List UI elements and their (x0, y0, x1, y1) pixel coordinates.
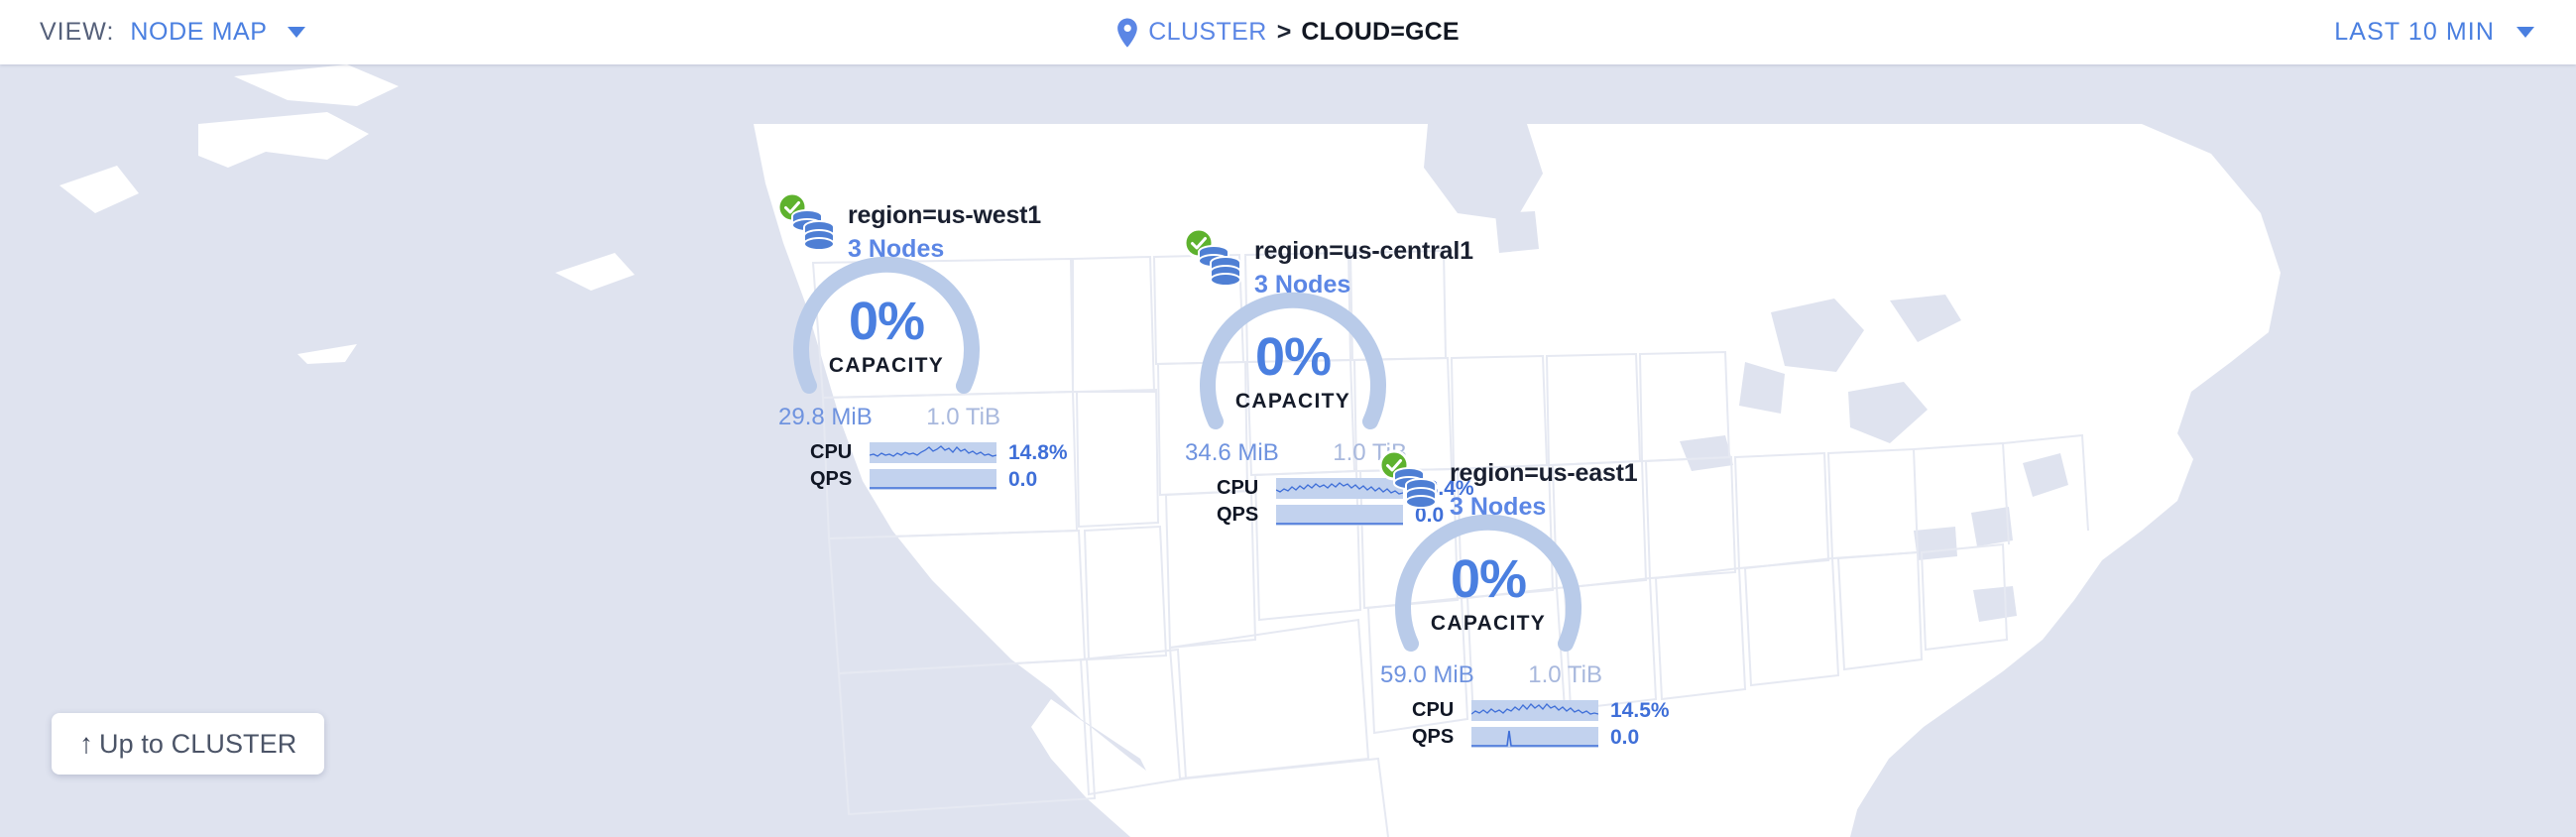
capacity-used: 29.8 MiB (778, 404, 873, 430)
capacity-caption: CAPACITY (1234, 390, 1351, 413)
metric-value: 0.0 (1008, 467, 1038, 491)
chevron-down-icon[interactable] (287, 27, 305, 38)
location-pin-icon (1116, 18, 1138, 48)
metric-row-qps: QPS 0.0 (1217, 502, 1474, 529)
landmass-shapes (59, 64, 2281, 837)
metrics-list: CPU 14.8% QPS 0.0 (810, 439, 1068, 493)
database-stack-icon (788, 207, 838, 260)
capacity-total: 1.0 TiB (1528, 661, 1602, 688)
capacity-range: 59.0 MiB 1.0 TiB (1380, 661, 1602, 689)
capacity-total: 1.0 TiB (926, 404, 1000, 430)
up-to-cluster-button[interactable]: ↑ Up to CLUSTER (52, 713, 325, 775)
breadcrumb-separator: > (1276, 18, 1292, 46)
metric-value: 0.0 (1610, 725, 1640, 749)
database-stack-icon (1390, 465, 1440, 518)
region-header: region=us-central1 3 Nodes (1183, 227, 1522, 304)
metric-label: QPS (1217, 504, 1259, 526)
qps-sparkline (1471, 727, 1598, 748)
region-node-us-east1[interactable]: region=us-east1 3 Nodes 0% CAPACITY 59.0… (1378, 449, 1717, 749)
capacity-gauge: 0% CAPACITY (783, 249, 990, 398)
gauge-arc (1395, 514, 1581, 652)
breadcrumb: CLUSTER > CLOUD=GCE (1116, 0, 1460, 64)
time-range-value[interactable]: LAST 10 MIN (2334, 18, 2495, 46)
metric-label: CPU (1412, 699, 1455, 721)
map-canvas[interactable]: region=us-west1 3 Nodes 0% CAPACITY 29.8… (0, 64, 2576, 837)
time-range-selector[interactable]: LAST 10 MIN (2334, 0, 2534, 64)
metric-label: CPU (810, 441, 853, 463)
qps-sparkline (1276, 505, 1403, 526)
view-value[interactable]: NODE MAP (130, 18, 268, 46)
view-label: VIEW: (40, 18, 115, 46)
capacity-used: 34.6 MiB (1185, 439, 1279, 466)
region-name-label: region=us-central1 (1254, 237, 1473, 265)
view-selector[interactable]: VIEW: NODE MAP (40, 0, 305, 64)
north-america-map (59, 64, 2281, 837)
cpu-sparkline (870, 442, 996, 463)
capacity-used: 59.0 MiB (1380, 661, 1474, 688)
qps-sparkline (870, 469, 996, 490)
breadcrumb-current: CLOUD=GCE (1301, 18, 1460, 46)
capacity-caption: CAPACITY (1430, 612, 1547, 635)
database-stack-icon (1195, 243, 1244, 296)
cpu-sparkline (1471, 700, 1598, 721)
arrow-up-icon: ↑ (79, 728, 93, 759)
gauge-arc (1200, 292, 1386, 429)
capacity-range: 34.6 MiB 1.0 TiB (1185, 439, 1407, 467)
capacity-percent: 0% (1450, 549, 1527, 609)
capacity-gauge: 0% CAPACITY (1385, 507, 1591, 656)
region-name-label: region=us-east1 (1450, 459, 1638, 487)
metric-row-qps: QPS 0.0 (1412, 724, 1670, 751)
up-to-cluster-label: Up to CLUSTER (99, 728, 297, 759)
capacity-gauge: 0% CAPACITY (1190, 285, 1396, 433)
metric-label: CPU (1217, 477, 1259, 499)
metric-label: QPS (810, 468, 853, 490)
capacity-percent: 0% (1254, 327, 1332, 387)
region-node-us-central1[interactable]: region=us-central1 3 Nodes 0% CAPACITY 3… (1183, 227, 1522, 527)
capacity-caption: CAPACITY (828, 354, 945, 377)
breadcrumb-root-link[interactable]: CLUSTER (1148, 18, 1267, 46)
region-node-us-west1[interactable]: region=us-west1 3 Nodes 0% CAPACITY 29.8… (776, 191, 1106, 491)
capacity-percent: 0% (848, 292, 925, 351)
metric-value: 14.5% (1610, 698, 1670, 722)
chevron-down-icon[interactable] (2517, 27, 2534, 38)
metric-value: 0.0 (1415, 503, 1445, 527)
gauge-arc (793, 256, 980, 394)
metric-value: 14.8% (1008, 440, 1068, 464)
metrics-list: CPU 14.5% QPS 0.0 (1412, 697, 1670, 751)
metric-row-cpu: CPU 14.8% (810, 439, 1068, 466)
region-header: region=us-east1 3 Nodes (1378, 449, 1717, 527)
capacity-range: 29.8 MiB 1.0 TiB (778, 404, 1000, 431)
metric-row-cpu: CPU 14.5% (1412, 697, 1670, 724)
metric-label: QPS (1412, 726, 1455, 748)
top-header-bar: VIEW: NODE MAP CLUSTER > CLOUD=GCE LAST … (0, 0, 2576, 64)
cpu-sparkline (1276, 478, 1403, 499)
region-header: region=us-west1 3 Nodes (776, 191, 1106, 269)
metric-row-qps: QPS 0.0 (810, 466, 1068, 493)
region-name-label: region=us-west1 (848, 201, 1041, 229)
